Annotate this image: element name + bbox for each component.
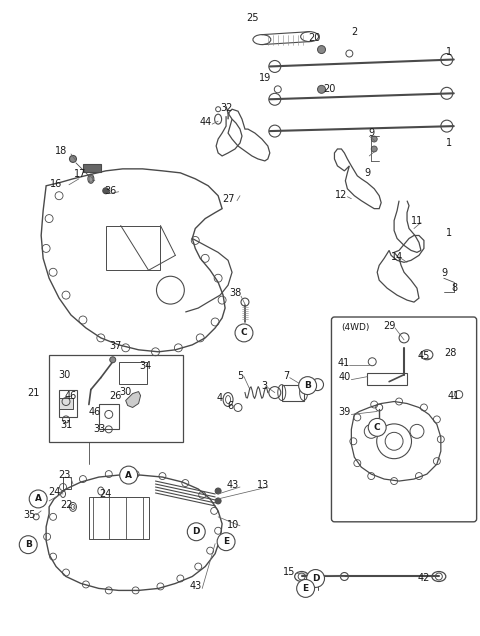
Text: 9: 9 (364, 168, 371, 178)
Text: 12: 12 (335, 190, 348, 200)
Circle shape (217, 533, 235, 551)
Text: 35: 35 (23, 510, 36, 520)
Text: 32: 32 (220, 103, 232, 113)
Text: 20: 20 (324, 85, 336, 94)
Text: 24: 24 (99, 489, 112, 499)
Text: B: B (25, 540, 32, 549)
Text: A: A (125, 471, 132, 480)
Text: 40: 40 (338, 371, 350, 382)
Text: D: D (312, 574, 319, 583)
Circle shape (297, 579, 314, 597)
Ellipse shape (89, 176, 93, 183)
Text: 5: 5 (237, 371, 243, 381)
Text: 23: 23 (58, 470, 70, 480)
Text: 39: 39 (338, 408, 350, 417)
Text: 13: 13 (257, 480, 269, 490)
Text: 21: 21 (27, 387, 39, 398)
Bar (59, 398, 73, 410)
Bar (367, 373, 407, 385)
Text: 42: 42 (418, 574, 430, 583)
Text: 43: 43 (227, 480, 239, 490)
Circle shape (235, 324, 253, 342)
Ellipse shape (110, 357, 116, 363)
Text: 10: 10 (227, 520, 239, 530)
Circle shape (187, 523, 205, 541)
Text: 34: 34 (139, 361, 152, 371)
Text: 9: 9 (442, 268, 448, 279)
Text: 45: 45 (418, 351, 430, 361)
Text: 1: 1 (446, 46, 452, 57)
Text: 16: 16 (50, 179, 62, 189)
Text: 46: 46 (65, 391, 77, 401)
Text: 30: 30 (58, 370, 70, 380)
Bar (106, 226, 160, 270)
Text: 28: 28 (444, 348, 457, 358)
Bar (59, 390, 77, 417)
Text: 41: 41 (337, 357, 349, 368)
Bar (83, 164, 101, 172)
Text: 30: 30 (120, 387, 132, 397)
Text: 9: 9 (368, 128, 374, 138)
Text: C: C (240, 328, 247, 338)
Text: 31: 31 (60, 420, 72, 431)
Bar (282, 385, 304, 401)
Text: 1: 1 (446, 138, 452, 148)
Ellipse shape (103, 188, 109, 194)
Polygon shape (126, 392, 141, 408)
Bar (63, 477, 71, 489)
Text: 37: 37 (109, 341, 122, 351)
Text: 41: 41 (448, 391, 460, 401)
Text: 36: 36 (105, 186, 117, 196)
Circle shape (120, 466, 138, 484)
Text: C: C (374, 423, 381, 432)
Text: 19: 19 (259, 73, 271, 83)
Text: 20: 20 (308, 32, 321, 43)
Text: E: E (302, 584, 309, 593)
Text: 17: 17 (74, 169, 86, 179)
Ellipse shape (318, 85, 325, 93)
Ellipse shape (70, 155, 76, 162)
Bar (119, 362, 146, 384)
Circle shape (307, 569, 324, 588)
Bar (89, 497, 148, 539)
Circle shape (19, 536, 37, 553)
Text: 1: 1 (446, 228, 452, 238)
Bar (99, 404, 119, 429)
Text: A: A (35, 494, 42, 504)
Text: 4: 4 (217, 392, 223, 403)
Text: 43: 43 (189, 581, 202, 591)
Ellipse shape (318, 46, 325, 53)
Text: 22: 22 (60, 500, 72, 510)
Circle shape (29, 490, 47, 508)
Ellipse shape (371, 146, 377, 152)
Text: 8: 8 (452, 283, 458, 293)
Text: 11: 11 (411, 216, 423, 226)
Text: 18: 18 (55, 146, 67, 156)
Text: E: E (223, 537, 229, 546)
Text: 6: 6 (227, 401, 233, 411)
Text: 27: 27 (222, 194, 234, 204)
Ellipse shape (215, 498, 221, 504)
Text: (4WD): (4WD) (341, 323, 370, 332)
Text: 24: 24 (48, 487, 60, 497)
Ellipse shape (215, 488, 221, 494)
Text: 15: 15 (283, 567, 295, 576)
Bar (49, 355, 183, 442)
Text: 38: 38 (229, 288, 241, 298)
Circle shape (368, 418, 386, 436)
Text: 2: 2 (351, 27, 358, 37)
Text: 3: 3 (262, 380, 268, 391)
Text: 14: 14 (391, 252, 403, 263)
Text: 33: 33 (94, 424, 106, 434)
Text: 46: 46 (89, 408, 101, 417)
Text: 7: 7 (284, 371, 290, 381)
Circle shape (299, 377, 316, 394)
Ellipse shape (371, 136, 377, 142)
Text: 44: 44 (199, 117, 211, 127)
Text: 29: 29 (383, 321, 396, 331)
Text: 26: 26 (109, 391, 122, 401)
Text: 25: 25 (247, 13, 259, 23)
Text: D: D (192, 527, 200, 536)
Text: B: B (304, 381, 311, 390)
